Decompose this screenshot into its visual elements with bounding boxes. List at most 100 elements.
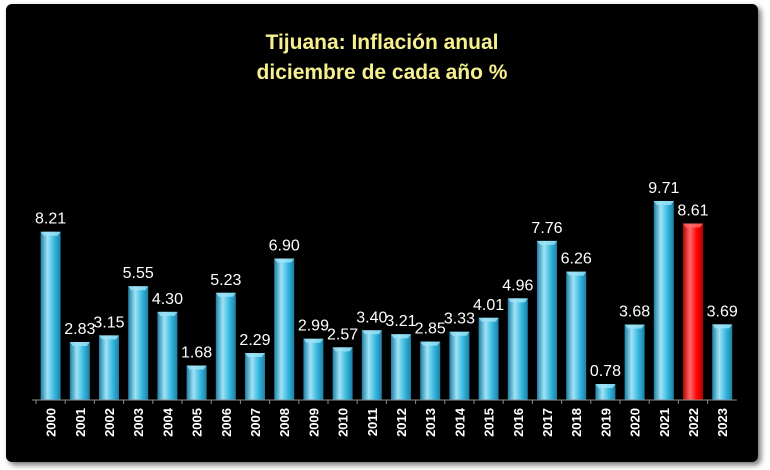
bar-2018 bbox=[566, 271, 587, 400]
category-label-2012: 2012 bbox=[394, 408, 409, 437]
value-label-2023: 3.69 bbox=[707, 303, 738, 320]
value-label-2021: 9.71 bbox=[648, 180, 679, 197]
value-label-2004: 4.30 bbox=[152, 291, 183, 308]
bar-2002 bbox=[99, 335, 119, 400]
value-label-2000: 8.21 bbox=[35, 211, 66, 228]
category-label-2013: 2013 bbox=[423, 408, 438, 437]
category-label-2011: 2011 bbox=[365, 408, 380, 436]
bar-cap-2006 bbox=[215, 292, 236, 297]
value-label-2002: 3.15 bbox=[93, 314, 124, 331]
value-label-2015: 4.01 bbox=[473, 297, 504, 314]
value-label-2017: 7.76 bbox=[531, 220, 562, 237]
category-label-2009: 2009 bbox=[306, 408, 321, 437]
category-label-2007: 2007 bbox=[248, 408, 263, 437]
category-label-2018: 2018 bbox=[569, 408, 584, 437]
chart-title: Tijuana: Inflación anual bbox=[265, 31, 499, 54]
bar-cap-2020 bbox=[624, 324, 645, 329]
bar-cap-2012 bbox=[391, 334, 411, 339]
bar-2004 bbox=[157, 311, 178, 400]
bar-2009 bbox=[303, 338, 324, 400]
value-label-2014: 3.33 bbox=[444, 311, 475, 328]
value-label-2007: 2.29 bbox=[239, 332, 270, 349]
bar-cap-2002 bbox=[99, 335, 119, 340]
value-label-2012: 3.21 bbox=[385, 313, 416, 330]
value-label-2008: 6.90 bbox=[269, 238, 300, 255]
value-label-2003: 5.55 bbox=[123, 265, 154, 282]
bar-2006 bbox=[215, 292, 236, 400]
value-label-2020: 3.68 bbox=[619, 304, 650, 321]
category-label-2021: 2021 bbox=[657, 408, 672, 437]
value-label-2009: 2.99 bbox=[298, 318, 329, 335]
chart-subtitle: diciembre de cada año % bbox=[256, 61, 508, 84]
bar-cap-2018 bbox=[566, 271, 587, 276]
value-label-2006: 5.23 bbox=[210, 272, 241, 289]
bar-cap-2013 bbox=[420, 341, 441, 346]
value-label-2022: 8.61 bbox=[677, 202, 708, 219]
bar-cap-2017 bbox=[537, 240, 557, 245]
value-label-2018: 6.26 bbox=[561, 251, 592, 268]
bar-2008 bbox=[274, 258, 295, 400]
category-label-2017: 2017 bbox=[540, 408, 555, 437]
value-label-2005: 1.68 bbox=[181, 345, 212, 362]
bar-cap-2016 bbox=[507, 298, 528, 303]
bar-2005 bbox=[186, 365, 207, 400]
category-label-2004: 2004 bbox=[160, 407, 175, 437]
category-label-2010: 2010 bbox=[336, 408, 351, 437]
bar-cap-2004 bbox=[157, 311, 178, 316]
bar-2023 bbox=[712, 324, 733, 400]
axis-layer bbox=[32, 399, 737, 404]
value-label-2016: 4.96 bbox=[502, 277, 533, 294]
bar-cap-2019 bbox=[595, 384, 616, 389]
bar-chart: 8.21 2000 2.83 2001 3.15 2002 5.55 2003 4.30 2004… bbox=[32, 180, 738, 437]
chart-frame: Tijuana: Inflación anual diciembre de ca… bbox=[6, 4, 758, 462]
bar-2007 bbox=[245, 353, 265, 400]
category-label-2005: 2005 bbox=[190, 408, 205, 437]
bar-cap-2021 bbox=[653, 200, 674, 205]
category-label-2003: 2003 bbox=[131, 408, 146, 437]
category-label-2001: 2001 bbox=[73, 408, 88, 437]
bar-2016 bbox=[507, 298, 528, 400]
bar-cap-2001 bbox=[69, 341, 90, 346]
bar-cap-2008 bbox=[274, 258, 295, 263]
category-label-2006: 2006 bbox=[219, 408, 234, 437]
bar-2000 bbox=[40, 231, 61, 400]
bar-cap-2009 bbox=[303, 338, 324, 343]
value-label-2013: 2.85 bbox=[415, 321, 446, 338]
bar-cap-2010 bbox=[332, 347, 353, 352]
category-label-2002: 2002 bbox=[102, 408, 117, 437]
category-label-2008: 2008 bbox=[277, 408, 292, 437]
bar-2020 bbox=[624, 324, 645, 400]
category-label-2022: 2022 bbox=[686, 408, 701, 437]
labels-layer: 8.21 2000 2.83 2001 3.15 2002 5.55 2003 4.30 2004… bbox=[35, 180, 738, 437]
bar-2014 bbox=[449, 331, 470, 400]
bar-2003 bbox=[128, 286, 149, 400]
bar-2015 bbox=[478, 317, 499, 400]
bar-cap-2005 bbox=[186, 365, 207, 370]
category-label-2000: 2000 bbox=[44, 408, 59, 437]
bar-cap-2022 bbox=[683, 223, 703, 228]
bar-2017 bbox=[537, 240, 557, 400]
bars-layer bbox=[40, 200, 733, 400]
bar-2011 bbox=[361, 330, 382, 400]
chart-title-block: Tijuana: Inflación anual diciembre de ca… bbox=[6, 28, 758, 88]
value-label-2001: 2.83 bbox=[64, 321, 95, 338]
bar-cap-2003 bbox=[128, 286, 149, 291]
category-label-2016: 2016 bbox=[511, 408, 526, 437]
bar-2010 bbox=[332, 347, 353, 400]
value-label-2011: 3.40 bbox=[356, 309, 387, 326]
category-label-2014: 2014 bbox=[452, 407, 467, 437]
value-label-2019: 0.78 bbox=[590, 363, 621, 380]
bar-cap-2011 bbox=[361, 330, 382, 335]
bar-2022 bbox=[683, 223, 703, 400]
bar-2012 bbox=[391, 334, 411, 400]
bar-cap-2000 bbox=[40, 231, 61, 236]
category-label-2019: 2019 bbox=[598, 408, 613, 437]
bar-cap-2023 bbox=[712, 324, 733, 329]
value-label-2010: 2.57 bbox=[327, 326, 358, 343]
bar-2021 bbox=[653, 200, 674, 400]
category-label-2023: 2023 bbox=[715, 408, 730, 437]
bar-2001 bbox=[69, 341, 90, 400]
category-label-2015: 2015 bbox=[482, 408, 497, 437]
bar-cap-2007 bbox=[245, 353, 265, 358]
bar-2013 bbox=[420, 341, 441, 400]
